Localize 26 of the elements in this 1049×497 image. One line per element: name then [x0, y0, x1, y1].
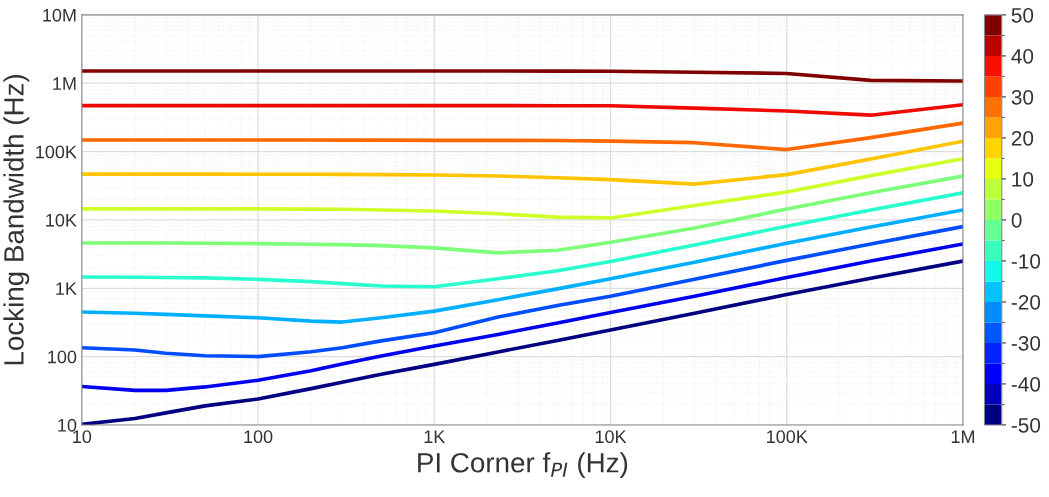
y-tick-label: 10 [58, 418, 77, 432]
color-bar-label: -20 [1011, 294, 1041, 310]
color-bar-label: -50 [1011, 417, 1041, 433]
x-tick-label: 10K [595, 430, 627, 444]
color-bar-label: 0 [1011, 212, 1022, 228]
y-tick-label: 1M [53, 77, 76, 90]
color-bar-label: 20 [1011, 130, 1034, 146]
x-tick-label: 1M [951, 430, 975, 443]
color-bar-label: -30 [1011, 335, 1041, 351]
y-tick-label: 1K [56, 282, 77, 295]
x-tick-label: 100 [244, 430, 273, 444]
x-tick-label: 100K [767, 430, 808, 444]
color-bar-label: 30 [1011, 89, 1034, 105]
color-bar-label: 10 [1012, 171, 1034, 187]
color-bar-label: -40 [1011, 376, 1041, 392]
x-tick-label: 10 [73, 430, 92, 444]
y-tick-label: 100K [36, 145, 77, 159]
y-tick-label: 100 [48, 350, 77, 364]
y-tick-label: 10M [43, 8, 76, 22]
color-bar-label: 50 [1011, 7, 1034, 23]
x-tick-label: 1K [424, 430, 446, 443]
color-bar-label: 40 [1011, 48, 1034, 64]
y-axis-title: Locking Bandwidth (Hz) [3, 74, 30, 365]
y-tick-label: 10K [46, 213, 77, 227]
color-bar-label: -10 [1011, 253, 1041, 269]
x-axis-title: PI Corner f$_{PI}$ (Hz) [418, 452, 628, 479]
